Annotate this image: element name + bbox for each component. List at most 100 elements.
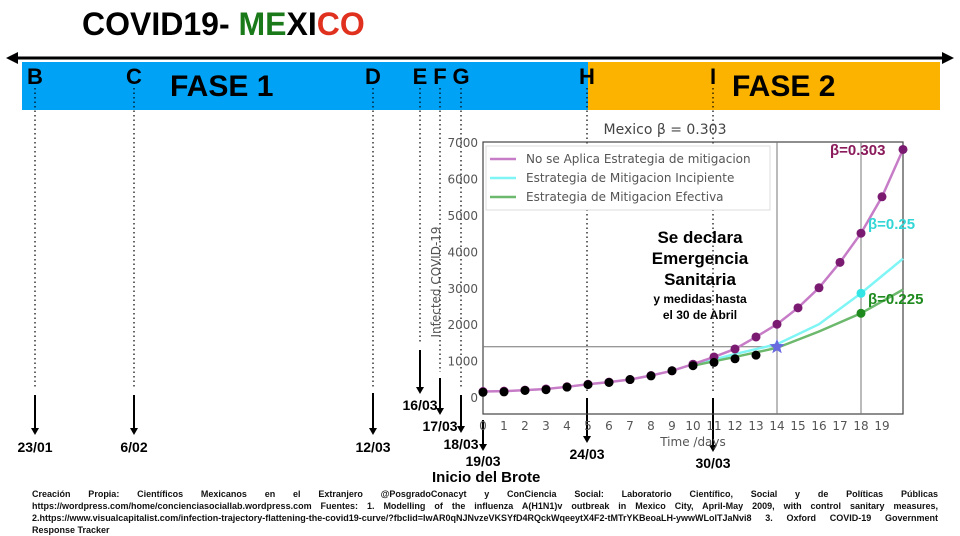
data-point bbox=[898, 144, 908, 154]
x-tick-label: 8 bbox=[647, 419, 655, 433]
x-tick-label: 19 bbox=[874, 419, 889, 433]
arrow-down-icon bbox=[416, 387, 424, 394]
data-point bbox=[751, 350, 761, 360]
y-axis-label: Infected COVID-19 bbox=[429, 226, 443, 337]
x-tick-label: 10 bbox=[685, 419, 700, 433]
data-point bbox=[751, 332, 761, 342]
x-tick-label: 15 bbox=[790, 419, 805, 433]
footer-link[interactable]: Modelling bbox=[383, 501, 426, 511]
timeline-marker-letter: E bbox=[412, 64, 428, 89]
y-tick-label: 0 bbox=[470, 391, 478, 405]
title-white: XI bbox=[286, 6, 317, 42]
data-point bbox=[709, 357, 719, 367]
plot-frame bbox=[482, 141, 904, 415]
x-tick-label: 12 bbox=[727, 419, 742, 433]
data-point bbox=[856, 308, 866, 318]
x-tick-label: 11 bbox=[706, 419, 721, 433]
footer-text: 3. bbox=[751, 513, 787, 523]
x-tick-label: 5 bbox=[584, 419, 592, 433]
timeline-marker-letter: D bbox=[365, 64, 381, 89]
x-tick-label: 6 bbox=[605, 419, 613, 433]
title-red: CO bbox=[316, 6, 365, 42]
data-point bbox=[793, 303, 803, 313]
outbreak-start-label: Inicio del Brote bbox=[432, 469, 541, 486]
emergency-annotation: Emergencia bbox=[652, 249, 749, 268]
data-point bbox=[562, 382, 572, 392]
y-tick-label: 1000 bbox=[447, 355, 478, 369]
footer-text: of the influenza A(H1N1)v outbreak in Me… bbox=[32, 501, 938, 523]
data-point bbox=[646, 371, 656, 381]
timeline-marker-letter: C bbox=[126, 64, 142, 89]
legend-entry: No se Aplica Estrategia de mitigacion bbox=[526, 152, 751, 166]
title-prefix: COVID19- bbox=[82, 6, 239, 42]
timeline-date: 19/03 bbox=[465, 453, 501, 469]
data-point bbox=[688, 361, 698, 371]
arrow-right-icon bbox=[942, 52, 954, 64]
x-tick-label: 17 bbox=[832, 419, 847, 433]
arrow-left-icon bbox=[6, 52, 18, 64]
timeline-marker-letter: F bbox=[433, 64, 447, 89]
timeline-marker-letter: H bbox=[579, 64, 595, 89]
emergency-annotation: y medidas hasta bbox=[653, 292, 747, 306]
data-point bbox=[604, 377, 614, 387]
data-point bbox=[583, 380, 593, 390]
x-axis-label: Time /days bbox=[659, 435, 726, 449]
footer-link[interactable]: https://wordpress.com/home/concienciasoc… bbox=[32, 501, 312, 511]
star-icon bbox=[769, 338, 785, 354]
arrow-down-icon bbox=[369, 428, 377, 435]
footer-text: Creación Propia: Científicos Mexicanos e… bbox=[32, 489, 938, 499]
data-point bbox=[478, 387, 488, 397]
data-point bbox=[541, 385, 551, 395]
x-tick-label: 4 bbox=[563, 419, 571, 433]
data-point bbox=[730, 344, 740, 354]
arrow-down-icon bbox=[583, 436, 591, 443]
y-tick-label: 3000 bbox=[447, 282, 478, 296]
timeline-marker-letter: G bbox=[452, 64, 470, 89]
y-tick-label: 2000 bbox=[447, 318, 478, 332]
data-point bbox=[667, 366, 677, 376]
timeline-date: 16/03 bbox=[402, 397, 438, 413]
arrow-down-icon bbox=[436, 408, 444, 415]
legend-entry: Estrategia de Mitigacion Incipiente bbox=[526, 171, 734, 185]
timeline-date: 30/03 bbox=[695, 455, 731, 471]
emergency-annotation: el 30 de Abril bbox=[663, 308, 737, 322]
timeline-date: 12/03 bbox=[355, 439, 391, 455]
x-tick-label: 1 bbox=[500, 419, 508, 433]
beta-label: β=0.303 bbox=[830, 142, 885, 159]
beta-label: β=0.25 bbox=[868, 216, 915, 233]
data-point bbox=[625, 375, 635, 385]
y-tick-label: 4000 bbox=[447, 245, 478, 259]
timeline-date: 17/03 bbox=[422, 418, 458, 434]
data-point bbox=[835, 257, 845, 267]
chart-title: Mexico β = 0.303 bbox=[604, 122, 727, 138]
data-point bbox=[814, 283, 824, 293]
footer-link[interactable]: https://www.visualcapitalist.com/infecti… bbox=[39, 513, 752, 523]
data-point bbox=[856, 228, 866, 238]
timeline-date: 24/03 bbox=[569, 446, 605, 462]
data-point bbox=[520, 385, 530, 395]
phase-2-label: FASE 2 bbox=[732, 70, 836, 103]
timeline-date: 23/01 bbox=[17, 439, 53, 455]
x-tick-label: 7 bbox=[626, 419, 634, 433]
data-point bbox=[856, 288, 866, 298]
x-tick-label: 9 bbox=[668, 419, 676, 433]
page-title: COVID19- MEXICO bbox=[82, 6, 365, 43]
data-point bbox=[730, 354, 740, 364]
y-tick-label: 7000 bbox=[447, 136, 478, 150]
arrow-down-icon bbox=[31, 428, 39, 435]
arrow-down-icon bbox=[709, 445, 717, 452]
phase-1-bar bbox=[22, 62, 588, 110]
timeline-date: 18/03 bbox=[443, 436, 479, 452]
footer-text: Fuentes: 1. bbox=[311, 501, 384, 511]
arrow-down-icon bbox=[479, 444, 487, 451]
x-tick-label: 13 bbox=[748, 419, 763, 433]
title-green: ME bbox=[238, 6, 287, 42]
data-point bbox=[877, 192, 887, 202]
series-line bbox=[692, 288, 904, 367]
arrow-down-icon bbox=[130, 428, 138, 435]
beta-label: β=0.225 bbox=[868, 291, 923, 308]
y-tick-label: 6000 bbox=[447, 173, 478, 187]
x-tick-label: 2 bbox=[521, 419, 529, 433]
timeline-date: 6/02 bbox=[120, 439, 148, 455]
